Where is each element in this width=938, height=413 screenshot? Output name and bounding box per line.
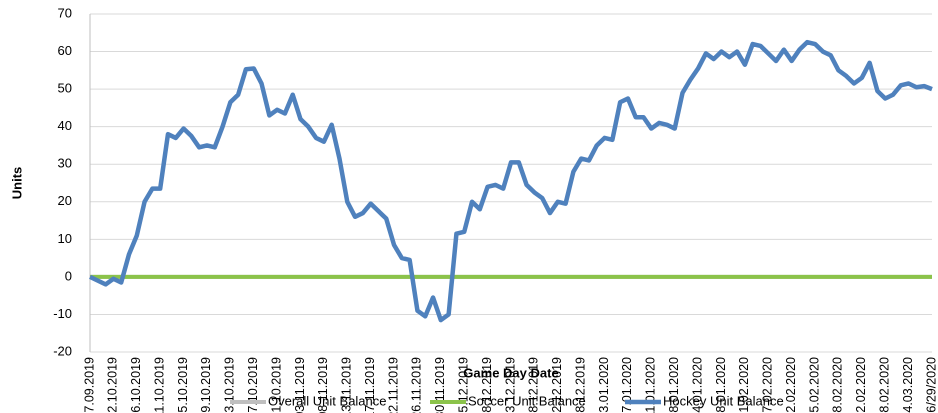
x-tick-label: 05.12.2019 (457, 357, 471, 413)
legend-label: Overall Unit Balance (268, 393, 387, 408)
y-tick-label: -10 (53, 306, 72, 321)
x-tick-label: 26.11.2019 (410, 357, 424, 413)
x-tick-label: 28.12.2019 (573, 357, 587, 413)
legend-label: Hockey Unit Balance (663, 393, 784, 408)
x-tick-label: 22.11.2019 (386, 357, 400, 413)
x-tick-label: 19.10.2019 (199, 357, 213, 413)
y-tick-label: 50 (58, 81, 72, 96)
x-tick-label: 13.12.2019 (503, 357, 517, 413)
x-tick-label: 18.02.2020 (831, 357, 845, 413)
y-axis-title: Units (9, 167, 24, 200)
y-tick-label: 0 (65, 268, 72, 283)
x-tick-label: 13.11.2019 (340, 357, 354, 413)
x-tick-label: 06.10.2019 (129, 357, 143, 413)
x-tick-label: 02.10.2019 (106, 357, 120, 413)
x-axis-title: Game Day Date (463, 365, 558, 380)
x-tick-label: 6/29/2020 (924, 357, 938, 413)
y-tick-label: -20 (53, 343, 72, 358)
y-tick-label: 20 (58, 193, 72, 208)
x-tick-label: 24.01.2020 (690, 357, 704, 413)
x-tick-label: 12.02.2020 (784, 357, 798, 413)
y-tick-label: 70 (58, 5, 72, 20)
y-tick-label: 40 (58, 118, 72, 133)
x-tick-label: 27.10.2019 (246, 357, 260, 413)
x-tick-label: 15.02.2020 (807, 357, 821, 413)
line-series (89, 39, 933, 323)
x-tick-label: 03.01.2020 (597, 357, 611, 413)
legend-label: Soccer Unit Balance (468, 393, 586, 408)
x-tick-label: 11.10.2019 (152, 357, 166, 413)
x-tick-label: 07.01.2020 (620, 357, 634, 413)
x-tick-label: 04.03.2020 (901, 357, 915, 413)
x-tick-label: 17.11.2019 (363, 357, 377, 413)
x-tick-label: 18.12.2019 (527, 357, 541, 413)
x-tick-label: 31.10.2019 (269, 357, 283, 413)
x-tick-label: 23.10.2019 (223, 357, 237, 413)
x-tick-label: 28.01.2020 (714, 357, 728, 413)
x-tick-label: 03.11.2019 (293, 357, 307, 413)
x-tick-label: 08.12.2019 (480, 357, 494, 413)
x-tick-label: 08.11.2019 (316, 357, 330, 413)
x-tick-label: 22.12.2019 (550, 357, 564, 413)
x-tick-label: 18.01.2020 (667, 357, 681, 413)
x-tick-label: 07.02.2020 (761, 357, 775, 413)
x-tick-label: 27.09.2019 (82, 357, 96, 413)
x-tick-label: 15.10.2019 (176, 357, 190, 413)
x-tick-label: 28.02.2020 (878, 357, 892, 413)
y-tick-label: 30 (58, 156, 72, 171)
x-tick-label: 11.01.2020 (644, 357, 658, 413)
x-tick-label: 30.11.2019 (433, 357, 447, 413)
y-tick-label: 60 (58, 43, 72, 58)
x-tick-label: 01.02.2020 (737, 357, 751, 413)
y-tick-label: 10 (58, 231, 72, 246)
x-tick-label: 22.02.2020 (854, 357, 868, 413)
